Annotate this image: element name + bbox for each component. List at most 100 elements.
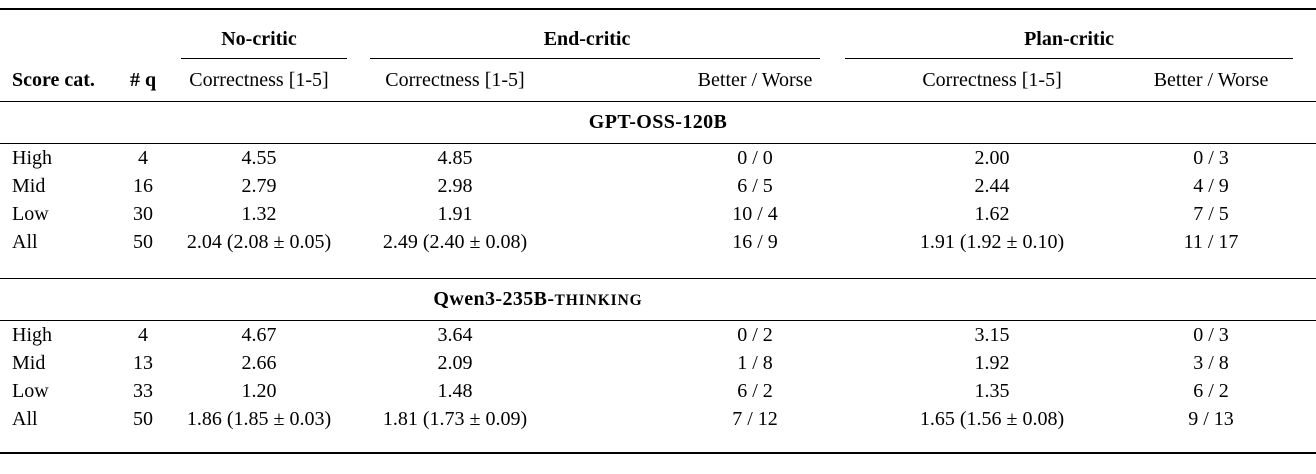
cell-plan-critic-correctness: 3.15	[974, 324, 1010, 346]
cell-end-critic-correctness: 1.91	[437, 203, 473, 225]
section-title-gpt-oss-120b: GPT-OSS-120B	[588, 110, 728, 133]
cell-score-cat: Low	[12, 203, 49, 225]
cell-plan-critic-better-worse: 0 / 3	[1193, 147, 1229, 169]
page: { "table": { "groups": [ { "label": "No-…	[0, 8, 1316, 474]
spacer	[822, 228, 862, 256]
table-row-qwen-low: Low 33 1.20 1.48 6 / 2 1.35 6 / 2	[0, 377, 1316, 405]
results-table: No-critic End-critic Plan-critic Score c…	[0, 8, 1316, 454]
cell-plan-critic-better-worse: 3 / 8	[1193, 352, 1229, 374]
cell-score-cat: All	[12, 408, 38, 430]
cell-num-q: 50	[133, 408, 153, 430]
col-header-correctness-end-critic: Correctness [1-5]	[385, 69, 525, 91]
spacer	[822, 321, 862, 350]
table-row-qwen-high: High 4 4.67 3.64 0 / 2 3.15 0 / 3	[0, 321, 1316, 350]
col-header-correctness-plan-critic: Correctness [1-5]	[922, 69, 1062, 91]
cell-end-critic-correctness: 2.98	[437, 175, 473, 197]
cell-plan-critic-correctness: 1.62	[974, 203, 1010, 225]
bottom-padding-row	[0, 433, 1316, 453]
cell-plan-critic-better-worse: 6 / 2	[1193, 380, 1229, 402]
spacer	[822, 405, 862, 433]
spacer	[1300, 377, 1316, 405]
table-row-gpt-mid: Mid 16 2.79 2.98 6 / 5 2.44 4 / 9	[0, 172, 1316, 200]
cell-no-critic-correctness: 2.04 (2.08 ± 0.05)	[186, 231, 332, 253]
group-label-no-critic: No-critic	[221, 27, 297, 50]
cell-score-cat: High	[12, 147, 52, 169]
spacer	[1300, 349, 1316, 377]
cmidrule-plan-critic	[845, 58, 1294, 59]
cell-no-critic-correctness: 2.66	[241, 352, 277, 374]
cell-plan-critic-correctness: 1.91 (1.92 ± 0.10)	[919, 231, 1065, 253]
spacer	[558, 405, 688, 433]
cell-end-critic-correctness: 1.48	[437, 380, 473, 402]
spacer	[822, 200, 862, 228]
spacer	[558, 144, 688, 173]
cell-plan-critic-correctness: 2.00	[974, 147, 1010, 169]
cell-num-q: 4	[138, 324, 148, 346]
cell-score-cat: All	[12, 231, 38, 253]
cell-plan-critic-better-worse: 7 / 5	[1193, 203, 1229, 225]
cell-num-q: 13	[133, 352, 153, 374]
col-header-correctness-no-critic: Correctness [1-5]	[189, 69, 329, 91]
spacer	[1300, 172, 1316, 200]
spacer	[558, 349, 688, 377]
cell-end-critic-correctness: 1.81 (1.73 ± 0.09)	[382, 408, 528, 430]
spacer	[558, 377, 688, 405]
cell-plan-critic-correctness: 1.65 (1.56 ± 0.08)	[919, 408, 1065, 430]
spacer	[1300, 405, 1316, 433]
spacer	[822, 377, 862, 405]
col-header-score-cat: Score cat.	[12, 69, 95, 91]
spacer	[1300, 321, 1316, 350]
cell-score-cat: High	[12, 324, 52, 346]
spacer	[822, 144, 862, 173]
group-cell-no-critic: No-critic	[166, 9, 352, 59]
group-label-plan-critic: Plan-critic	[1024, 27, 1115, 50]
cell-score-cat: Mid	[12, 352, 46, 374]
spacer	[822, 172, 862, 200]
section-divider	[0, 256, 1316, 279]
cell-end-critic-better-worse: 10 / 4	[732, 203, 778, 225]
cell-plan-critic-better-worse: 4 / 9	[1193, 175, 1229, 197]
cell-no-critic-correctness: 1.86 (1.85 ± 0.03)	[186, 408, 332, 430]
spacer	[822, 59, 862, 102]
cell-end-critic-better-worse: 7 / 12	[732, 408, 778, 430]
cell-plan-critic-better-worse: 11 / 17	[1183, 231, 1239, 253]
spacer	[1300, 200, 1316, 228]
col-header-better-worse-end-critic: Better / Worse	[697, 69, 813, 91]
cell-plan-critic-correctness: 2.44	[974, 175, 1010, 197]
cell-end-critic-better-worse: 6 / 2	[737, 380, 773, 402]
group-label-end-critic: End-critic	[543, 27, 631, 50]
table-row-gpt-high: High 4 4.55 4.85 0 / 0 2.00 0 / 3	[0, 144, 1316, 173]
section-row-qwen3-235b-thinking: Qwen3-235B-THINKING	[0, 279, 1316, 321]
cell-no-critic-correctness: 1.20	[241, 380, 277, 402]
cell-num-q: 16	[133, 175, 153, 197]
group-cell-end-critic: End-critic	[352, 9, 822, 59]
cmidrule-no-critic	[181, 58, 347, 59]
cell-end-critic-better-worse: 1 / 8	[737, 352, 773, 374]
blank-corner-cell	[0, 9, 166, 59]
section-row-gpt-oss-120b: GPT-OSS-120B	[0, 102, 1316, 144]
column-header-row: Score cat. # q Correctness [1-5] Correct…	[0, 59, 1316, 102]
spacer	[1300, 144, 1316, 173]
cell-end-critic-better-worse: 16 / 9	[732, 231, 778, 253]
spacer	[1300, 228, 1316, 256]
spacer	[1300, 59, 1316, 102]
cell-no-critic-correctness: 4.67	[241, 324, 277, 346]
section-title-qwen3-235b-thinking: Qwen3-235B-THINKING	[433, 287, 643, 310]
spacer	[558, 200, 688, 228]
cell-end-critic-better-worse: 0 / 2	[737, 324, 773, 346]
spacer	[558, 59, 688, 102]
cell-no-critic-correctness: 4.55	[241, 147, 277, 169]
cell-score-cat: Low	[12, 380, 49, 402]
col-header-better-worse-plan-critic: Better / Worse	[1153, 69, 1269, 91]
cell-end-critic-correctness: 3.64	[437, 324, 473, 346]
table-row-qwen-mid: Mid 13 2.66 2.09 1 / 8 1.92 3 / 8	[0, 349, 1316, 377]
cell-num-q: 33	[133, 380, 153, 402]
table-row-gpt-low: Low 30 1.32 1.91 10 / 4 1.62 7 / 5	[0, 200, 1316, 228]
cell-plan-critic-correctness: 1.35	[974, 380, 1010, 402]
cell-end-critic-correctness: 4.85	[437, 147, 473, 169]
spacer	[558, 321, 688, 350]
spacer	[822, 349, 862, 377]
cell-num-q: 50	[133, 231, 153, 253]
spacer	[558, 172, 688, 200]
table-row-qwen-all: All 50 1.86 (1.85 ± 0.03) 1.81 (1.73 ± 0…	[0, 405, 1316, 433]
